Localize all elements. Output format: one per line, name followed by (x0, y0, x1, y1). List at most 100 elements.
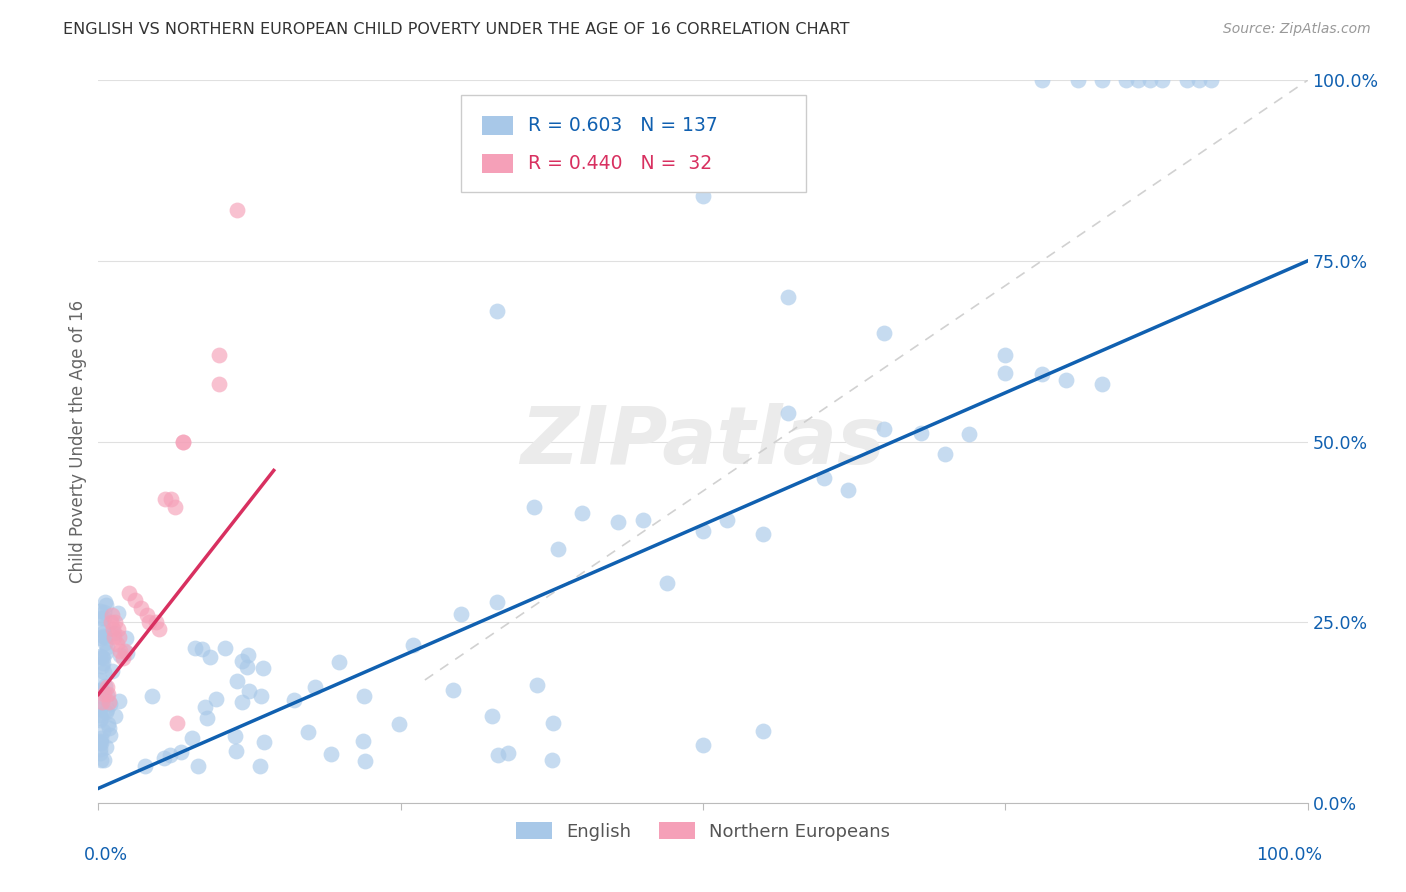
Point (486, 747, 509, 762)
Point (1031, 73, 1053, 87)
Point (197, 711, 219, 725)
Point (89, 742, 111, 756)
Point (194, 700, 217, 714)
Point (141, 689, 163, 703)
Point (89, 604, 111, 618)
Point (89, 682, 111, 697)
Point (208, 376, 231, 391)
Point (1175, 73, 1198, 87)
Point (776, 290, 799, 304)
Y-axis label: Child Poverty Under the Age of 16: Child Poverty Under the Age of 16 (69, 300, 87, 583)
Point (1067, 73, 1090, 87)
Point (526, 678, 548, 692)
Point (250, 689, 273, 703)
Point (90, 753, 112, 767)
Point (692, 738, 714, 752)
Point (957, 426, 980, 441)
Point (187, 759, 209, 773)
Point (148, 623, 170, 637)
Point (523, 500, 546, 515)
Point (93, 624, 115, 639)
Point (353, 689, 375, 703)
Point (89, 713, 111, 727)
Point (93, 665, 115, 680)
Point (97, 717, 120, 731)
Point (224, 730, 246, 744)
Point (200, 650, 222, 665)
Point (172, 434, 194, 449)
Point (181, 731, 204, 745)
Point (1128, 73, 1150, 87)
Point (90, 611, 112, 625)
Point (89, 648, 111, 663)
Point (108, 630, 131, 644)
Point (91, 656, 114, 670)
Point (97, 687, 120, 701)
Point (163, 500, 186, 514)
Point (450, 607, 472, 621)
Point (94, 595, 117, 609)
Point (153, 492, 176, 507)
Point (441, 683, 464, 698)
Point (249, 759, 271, 773)
Point (352, 734, 374, 748)
Point (225, 673, 247, 688)
Point (96, 640, 118, 654)
Point (752, 527, 775, 541)
Point (108, 694, 131, 708)
Point (90, 650, 112, 665)
Point (114, 644, 136, 658)
Point (94, 679, 117, 693)
Point (283, 693, 305, 707)
Point (225, 743, 247, 757)
Point (103, 630, 125, 644)
FancyBboxPatch shape (482, 154, 513, 173)
Point (118, 586, 141, 600)
Point (91, 690, 114, 705)
Point (607, 515, 630, 529)
Point (1054, 373, 1077, 387)
Point (994, 367, 1017, 381)
Point (105, 637, 128, 651)
Point (94, 630, 117, 644)
Point (93, 605, 115, 619)
Point (90, 631, 112, 645)
Point (716, 513, 738, 527)
Point (231, 695, 253, 709)
Legend: English, Northern Europeans: English, Northern Europeans (509, 814, 897, 848)
Point (91, 659, 114, 673)
Point (89, 735, 111, 749)
Point (388, 717, 411, 731)
Point (631, 513, 654, 527)
Point (96, 740, 118, 755)
Point (1091, 376, 1114, 391)
Point (166, 716, 188, 731)
Point (91, 683, 114, 698)
Text: ENGLISH VS NORTHERN EUROPEAN CHILD POVERTY UNDER THE AGE OF 16 CORRELATION CHART: ENGLISH VS NORTHERN EUROPEAN CHILD POVER… (63, 22, 849, 37)
Point (655, 575, 678, 590)
Point (107, 607, 129, 621)
Point (96, 702, 118, 716)
Point (402, 638, 425, 652)
Point (89, 673, 111, 688)
Point (89, 702, 111, 716)
Point (692, 524, 714, 538)
Point (910, 425, 932, 440)
Point (134, 759, 156, 773)
Point (97, 721, 120, 735)
Point (89, 747, 111, 761)
Point (184, 641, 207, 656)
Point (107, 623, 129, 637)
Point (837, 483, 859, 497)
Point (486, 304, 509, 318)
Point (170, 745, 193, 759)
Point (328, 655, 350, 669)
Point (231, 654, 253, 668)
Point (93, 650, 115, 665)
Point (208, 348, 231, 362)
Point (692, 189, 714, 203)
Point (94, 636, 117, 650)
Point (111, 651, 134, 665)
Point (100, 615, 122, 630)
Text: R = 0.603   N = 137: R = 0.603 N = 137 (527, 116, 717, 136)
